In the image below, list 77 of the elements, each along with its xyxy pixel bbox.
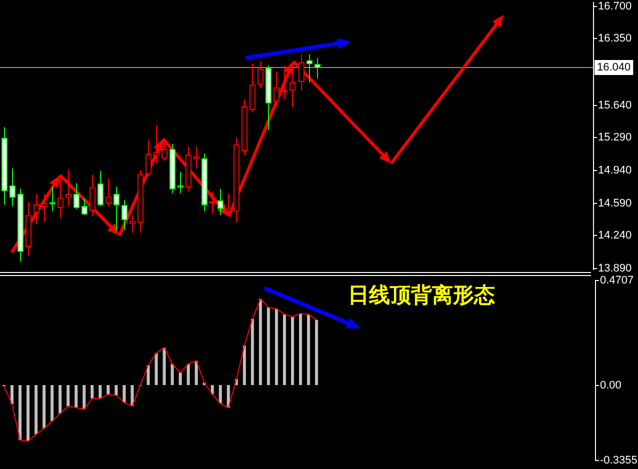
y-tick-label: 0.4707 [600, 274, 634, 286]
candlestick [130, 214, 136, 234]
y-tick-label: 15.290 [598, 132, 632, 144]
bar [98, 385, 102, 398]
candlestick [82, 198, 88, 216]
bar [90, 385, 94, 398]
bar [194, 360, 198, 386]
bar [122, 385, 126, 403]
bar [154, 353, 158, 386]
bar [274, 308, 278, 386]
bar [282, 314, 286, 386]
candlestick [114, 186, 120, 232]
bar [130, 385, 134, 406]
candlestick [218, 188, 224, 216]
y-tick-label: 14.940 [598, 164, 632, 176]
bar [162, 348, 166, 386]
candlestick [98, 170, 104, 206]
candlestick [74, 182, 80, 210]
candlestick [258, 61, 264, 88]
y-tick-label: -0.3355 [600, 454, 638, 466]
candlestick [178, 171, 184, 194]
bar [146, 365, 150, 386]
y-tick-label: 14.590 [598, 198, 632, 210]
candlestick [146, 140, 152, 176]
bar [210, 385, 214, 394]
bar [266, 307, 270, 386]
bar [307, 314, 310, 386]
candlestick [194, 146, 200, 169]
y-tick-label: 15.640 [598, 100, 632, 112]
bar [26, 385, 30, 442]
candlestick [106, 178, 112, 207]
candlestick [34, 194, 40, 225]
bar [42, 385, 46, 428]
candlestick [226, 192, 232, 216]
candlestick [90, 174, 96, 216]
candlestick [58, 174, 64, 218]
annotation: 日线顶背离形态 [348, 283, 495, 307]
candlestick [282, 65, 288, 100]
y-tick-label: 0.00 [600, 380, 622, 392]
bar [242, 346, 246, 386]
bar [186, 364, 190, 386]
candlestick [42, 194, 48, 222]
y-tick-label: 16.700 [598, 0, 632, 12]
bar [114, 385, 118, 396]
candlestick [210, 191, 216, 214]
candlestick [298, 54, 304, 92]
candlestick [154, 124, 160, 164]
bar [250, 318, 254, 386]
candlestick [66, 168, 72, 207]
bar [315, 320, 318, 386]
candlestick [122, 199, 128, 230]
bar [299, 313, 302, 386]
bar [106, 385, 110, 394]
line-series [4, 298, 318, 442]
candlestick [306, 54, 312, 83]
bar [66, 385, 70, 406]
ref-line-label: 16.040 [597, 62, 631, 74]
bar [82, 385, 86, 410]
bar [258, 298, 262, 386]
bar [10, 385, 14, 404]
bar [170, 364, 174, 386]
bar [74, 385, 78, 408]
bar [34, 385, 38, 434]
bar [18, 385, 22, 440]
candlestick [274, 70, 280, 108]
candlestick [314, 58, 320, 80]
bar [290, 316, 294, 386]
bar [50, 385, 54, 422]
y-tick-label: 16.350 [598, 32, 632, 44]
y-tick-label: 13.890 [598, 262, 632, 274]
bar [58, 385, 62, 414]
bar [178, 372, 182, 386]
y-tick-label: 14.240 [598, 230, 632, 242]
bar [218, 385, 222, 404]
candlestick [290, 70, 296, 108]
candlestick [50, 186, 56, 212]
candlestick [10, 168, 16, 207]
